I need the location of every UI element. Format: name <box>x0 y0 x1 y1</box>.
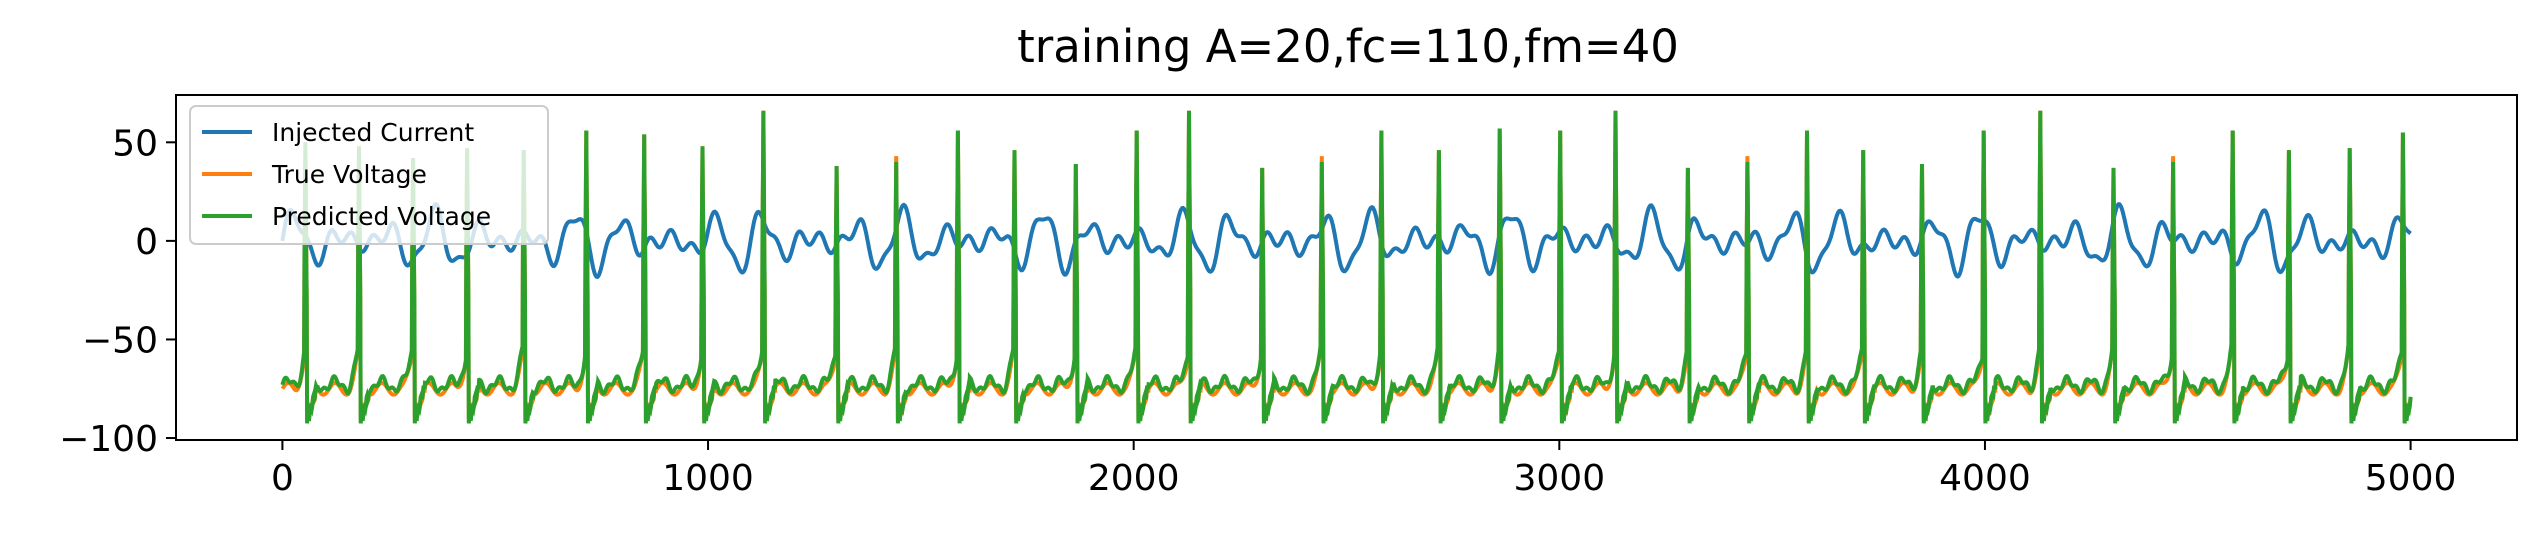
legend-label: True Voltage <box>271 160 427 189</box>
x-tick-label: 1000 <box>662 458 754 499</box>
legend: Injected Current True Voltage Predicted Vo… <box>189 105 549 245</box>
plot-area <box>280 110 2413 424</box>
series-line-predicted-voltage <box>280 110 2413 424</box>
y-tick-label: −50 <box>82 320 158 361</box>
y-axis: −100 −50 0 50 <box>59 123 176 460</box>
x-tick-label: 3000 <box>1514 458 1606 499</box>
chart-title: training A=20,fc=110,fm=40 <box>1017 20 1679 73</box>
plot-frame <box>175 94 2518 441</box>
x-tick-label: 2000 <box>1088 458 1180 499</box>
x-tick-label: 5000 <box>2365 458 2457 499</box>
legend-label: Predicted Voltage <box>272 202 491 231</box>
y-tick-label: 0 <box>135 222 158 263</box>
x-axis: 0 1000 2000 3000 4000 5000 <box>271 440 2456 499</box>
y-tick-label: −100 <box>59 419 158 460</box>
x-tick-label: 4000 <box>1939 458 2031 499</box>
y-tick-label: 50 <box>112 123 158 164</box>
legend-label: Injected Current <box>272 118 474 147</box>
legend-box <box>189 105 549 245</box>
x-tick-label: 0 <box>271 458 294 499</box>
series-line-injected-current <box>280 201 2412 280</box>
